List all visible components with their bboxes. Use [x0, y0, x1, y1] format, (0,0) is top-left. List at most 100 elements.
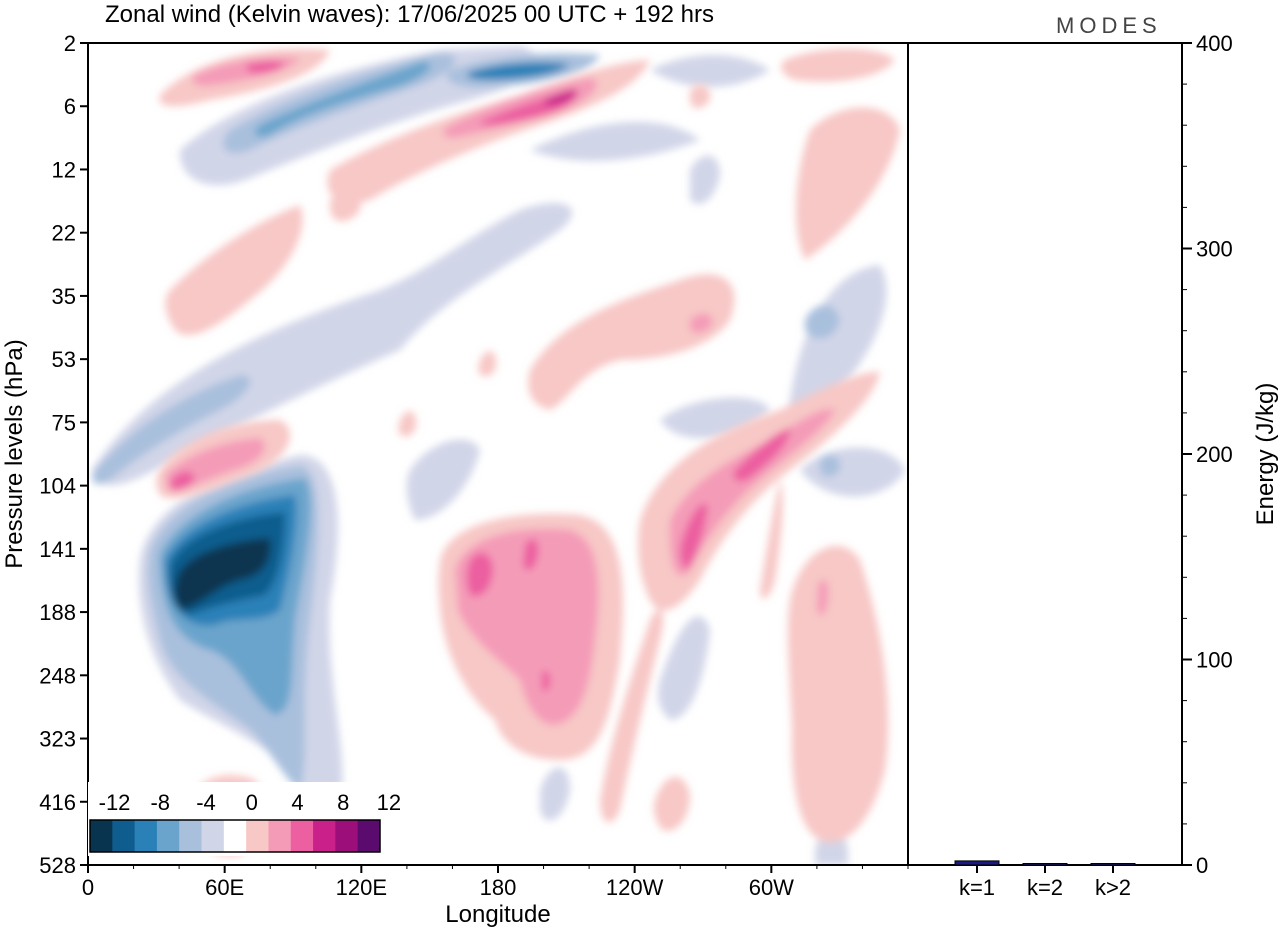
pos-centre-12a [466, 552, 493, 597]
x-tick-label: 0 [82, 875, 94, 900]
y-tick-label: 188 [39, 600, 76, 625]
y-tick-label: 22 [52, 221, 76, 246]
energy-tick-label: 300 [1196, 237, 1233, 262]
neg-patch-5 [406, 439, 480, 520]
pressure-axis: 2 6 12 22 35 53 75 104 141 188 248 323 416 528 [39, 31, 88, 878]
modes-logo: MODES [1056, 13, 1162, 38]
wind-contours [92, 46, 905, 865]
neg-patch-9 [690, 155, 720, 204]
x-tick-label: 180 [480, 875, 517, 900]
bar-category-label: k>2 [1095, 875, 1131, 900]
pos-upper-mid [165, 205, 303, 336]
y-tick-label: 35 [52, 284, 76, 309]
y-tick-label: 416 [39, 790, 76, 815]
energy-bars: k=1 k=2 k>2 [954, 860, 1136, 900]
colorbar-label: 12 [377, 790, 401, 815]
pos-spot-b [398, 411, 417, 437]
pos-bottom-mid [653, 776, 690, 831]
energy-tick-label: 100 [1196, 648, 1233, 673]
colorbar-frame [89, 819, 381, 853]
neg-patch-2 [530, 121, 700, 161]
pos-right-streak-8 [669, 409, 835, 576]
neg-band-right [790, 265, 887, 415]
energy-tick-label: 0 [1196, 853, 1208, 878]
energy-axis-title: Energy (J/kg) [1252, 383, 1279, 526]
neg-streak-12 [254, 61, 431, 137]
pos-spot-a [478, 351, 497, 377]
pos-band-left-12 [170, 471, 195, 491]
bar-category-label: k=1 [959, 875, 995, 900]
pos-blob-right-mid-8 [690, 313, 713, 333]
colorbar-cell [90, 820, 113, 852]
pos-lower-right [787, 545, 889, 843]
y-tick-label: 75 [52, 410, 76, 435]
longitude-axis: 0 60E 120E 180 120W 60W [82, 865, 909, 900]
colorbar-cell [290, 820, 314, 852]
pos-thin-streak-2 [760, 480, 783, 599]
pos-upper-right-2 [781, 48, 895, 82]
neg-band-mid-8 [92, 375, 251, 485]
pos-right-streak-12a [680, 504, 708, 570]
pos-mid-streak-14 [545, 90, 578, 106]
neg-streak-upper-12 [466, 62, 570, 80]
colorbar-cell [134, 820, 158, 852]
colorbar-cell [357, 820, 381, 852]
colorbar-label: 8 [337, 790, 349, 815]
colorbar-label: -8 [150, 790, 170, 815]
colorbar-cell [156, 820, 180, 852]
colorbar-cell [268, 820, 292, 852]
neg-patch-7 [540, 767, 570, 821]
neg-spot-1 [805, 305, 840, 339]
colorbar-cell [223, 820, 247, 852]
y-tick-label: 2 [64, 31, 76, 56]
colorbar-label: 4 [291, 790, 303, 815]
y-axis-title: Pressure levels (hPa) [1, 339, 28, 568]
neg-patch-6 [658, 616, 710, 720]
pos-right-streak-12b [733, 428, 790, 482]
y-tick-label: 6 [64, 94, 76, 119]
chart-title: Zonal wind (Kelvin waves): 17/06/2025 00… [105, 1, 714, 28]
neg-patch-1 [650, 55, 770, 87]
neg-band-mid [92, 202, 573, 486]
x-tick-label: 120E [336, 875, 387, 900]
colorbar-cell [246, 820, 269, 852]
colorbar-legend: -12 -8 -4 0 4 8 12 [88, 782, 401, 856]
heatmap-panel [87, 42, 909, 866]
y-tick-label: 323 [39, 727, 76, 752]
colorbar-cell [179, 820, 203, 852]
x-axis-title: Longitude [445, 901, 550, 928]
pos-top-left-12 [245, 61, 285, 74]
colorbar-cell [112, 820, 136, 852]
pos-lower-right-8 [817, 580, 829, 616]
energy-tick-label: 400 [1196, 31, 1233, 56]
pos-centre-12c [541, 670, 551, 692]
y-tick-label: 104 [39, 474, 76, 499]
pos-blob-right-mid [528, 274, 735, 410]
bar-category-label: k=2 [1027, 875, 1063, 900]
neg-spot-2 [820, 454, 841, 477]
y-tick-label: 248 [39, 663, 76, 688]
colorbar-cell [335, 820, 359, 852]
pos-thin-streak-1 [600, 609, 664, 823]
energy-panel: k=1 k=2 k>2 0 100 200 300 400 [907, 31, 1233, 900]
colorbar-cell [313, 820, 336, 852]
x-tick-label: 120W [606, 875, 664, 900]
y-tick-label: 528 [39, 853, 76, 878]
colorbar-label: -4 [196, 790, 216, 815]
x-tick-label: 60W [749, 875, 794, 900]
pos-spot-c [690, 84, 711, 109]
colorbar-cell [201, 820, 225, 852]
energy-axis: 0 100 200 300 400 [1182, 31, 1233, 878]
y-tick-label: 141 [39, 537, 76, 562]
y-tick-label: 53 [52, 347, 76, 372]
colorbar-label: 0 [246, 790, 258, 815]
energy-tick-label: 200 [1196, 442, 1233, 467]
x-tick-label: 60E [205, 875, 244, 900]
energy-bar [954, 860, 1000, 866]
y-tick-label: 12 [52, 157, 76, 182]
neg-main-14 [174, 538, 271, 610]
colorbar-label: -12 [99, 790, 131, 815]
energy-bar [1090, 863, 1136, 866]
pos-centre-12b [523, 539, 539, 571]
